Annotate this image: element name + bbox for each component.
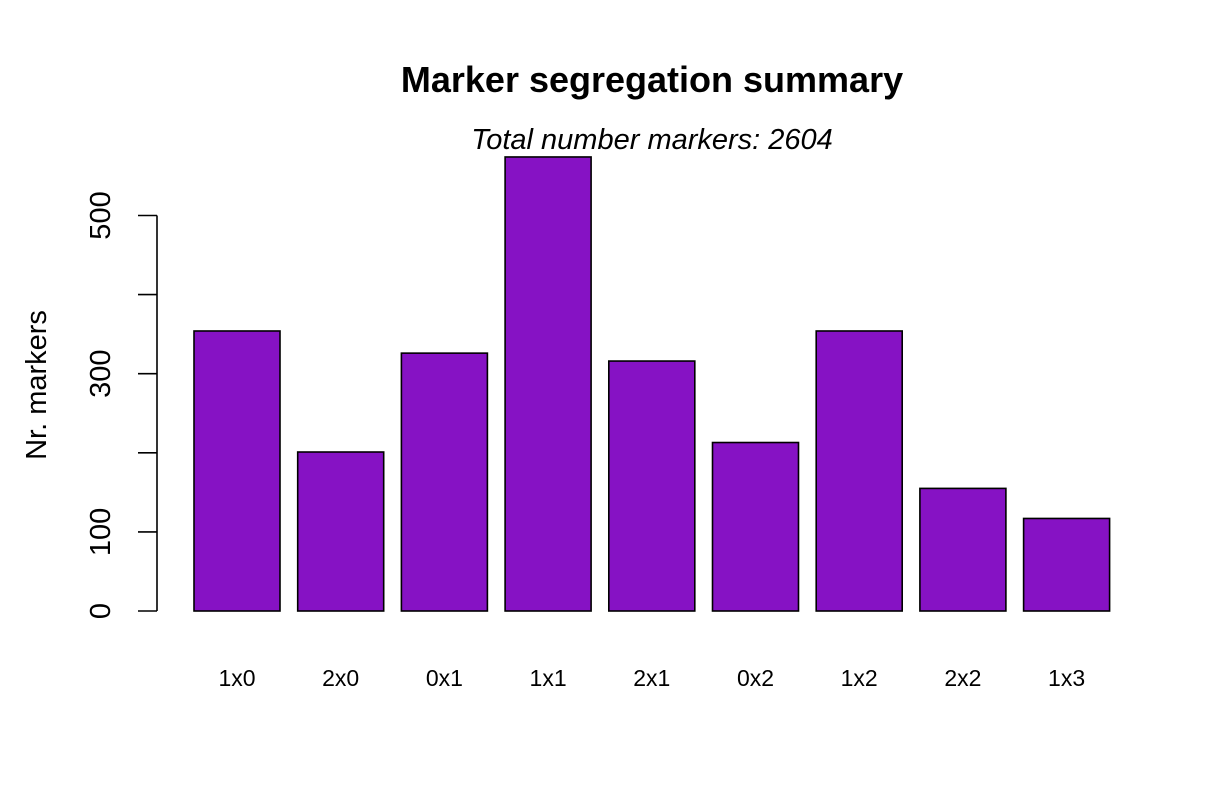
bar-1x3	[1022, 517, 1111, 612]
bars	[193, 156, 1111, 612]
bar-2x0	[296, 451, 385, 612]
x-tick-label: 1x1	[530, 665, 567, 691]
y-tick-label: 100	[85, 508, 117, 556]
bar-1x0	[193, 330, 281, 612]
bar-0x2	[711, 441, 800, 612]
x-tick-label: 0x2	[737, 665, 774, 691]
x-tick-label: 1x2	[841, 665, 878, 691]
x-axis-labels: 1x0 2x0 0x1 1x1 2x1 0x2 1x2 2x2 1x3	[218, 665, 1085, 691]
x-tick-label: 1x0	[218, 665, 255, 691]
bar-1x1	[504, 156, 592, 612]
x-tick-label: 2x2	[944, 665, 981, 691]
chart-subtitle: Total number markers: 2604	[471, 124, 833, 156]
x-tick-label: 0x1	[426, 665, 463, 691]
x-tick-label: 2x0	[322, 665, 359, 691]
bar-0x1	[400, 352, 489, 612]
bar-2x1	[607, 360, 696, 612]
bar-2x2	[919, 487, 1007, 612]
y-tick-label: 500	[85, 191, 117, 239]
chart-title: Marker segregation summary	[401, 59, 903, 100]
y-tick-label: 300	[85, 350, 117, 398]
bar-1x2	[815, 330, 904, 612]
y-axis: 0 100 300 500	[85, 191, 158, 619]
y-axis-label: Nr. markers	[21, 310, 53, 460]
x-tick-label: 2x1	[633, 665, 670, 691]
x-tick-label: 1x3	[1048, 665, 1085, 691]
y-tick-label: 0	[85, 603, 117, 619]
